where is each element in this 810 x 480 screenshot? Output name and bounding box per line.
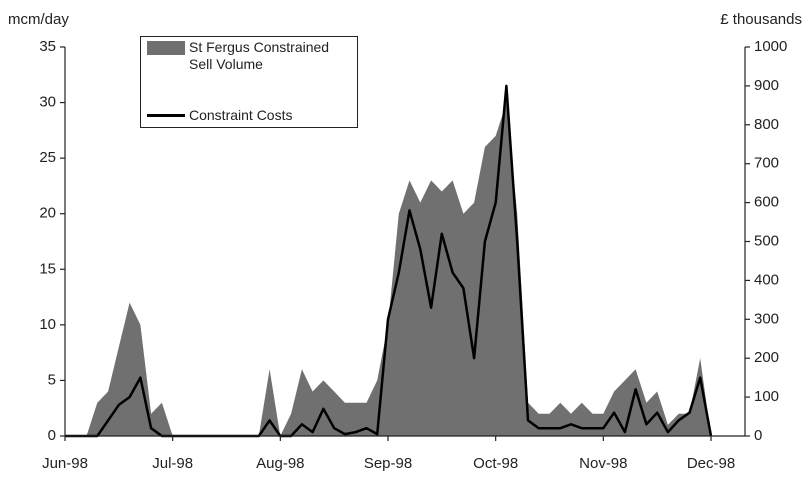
legend-swatch: [147, 41, 185, 55]
y2-tick-label: 100: [754, 388, 779, 405]
y2-tick-label: 0: [754, 427, 762, 444]
y2-tick-label: 1000: [754, 38, 787, 55]
y2-tick-label: 600: [754, 194, 779, 211]
x-tick-label: Nov-98: [579, 455, 627, 472]
y2-tick-label: 300: [754, 310, 779, 327]
x-tick-label: Dec-98: [687, 455, 735, 472]
y-tick-label: 30: [39, 94, 56, 111]
y-tick-label: 5: [48, 371, 56, 388]
y2-tick-label: 700: [754, 155, 779, 172]
legend: St Fergus Constrained Sell Volume Constra…: [140, 36, 358, 128]
x-tick-label: Sep-98: [364, 455, 412, 472]
y2-tick-label: 200: [754, 349, 779, 366]
y2-tick-label: 900: [754, 77, 779, 94]
area: [65, 102, 711, 436]
legend-label: St Fergus Constrained Sell Volume: [189, 39, 330, 72]
x-tick-label: Jul-98: [152, 455, 193, 472]
y-tick-label: 20: [39, 205, 56, 222]
y-tick-label: 35: [39, 38, 56, 55]
y2-tick-label: 500: [754, 232, 779, 249]
legend-entry: Constraint Costs: [147, 107, 349, 124]
legend-label: Constraint Costs: [189, 107, 293, 123]
y2-axis-label: £ thousands: [720, 11, 802, 28]
x-tick-label: Oct-98: [473, 455, 518, 472]
x-tick-label: Aug-98: [256, 455, 304, 472]
y-tick-label: 15: [39, 260, 56, 277]
legend-swatch: [147, 114, 185, 117]
y-tick-label: 25: [39, 149, 56, 166]
y2-tick-label: 400: [754, 271, 779, 288]
y2-tick-label: 800: [754, 116, 779, 133]
legend-entry: St Fergus Constrained Sell Volume: [147, 39, 349, 73]
x-tick-label: Jun-98: [42, 455, 88, 472]
y-tick-label: 10: [39, 316, 56, 333]
y-axis-label: mcm/day: [8, 11, 69, 28]
y-tick-label: 0: [48, 427, 56, 444]
